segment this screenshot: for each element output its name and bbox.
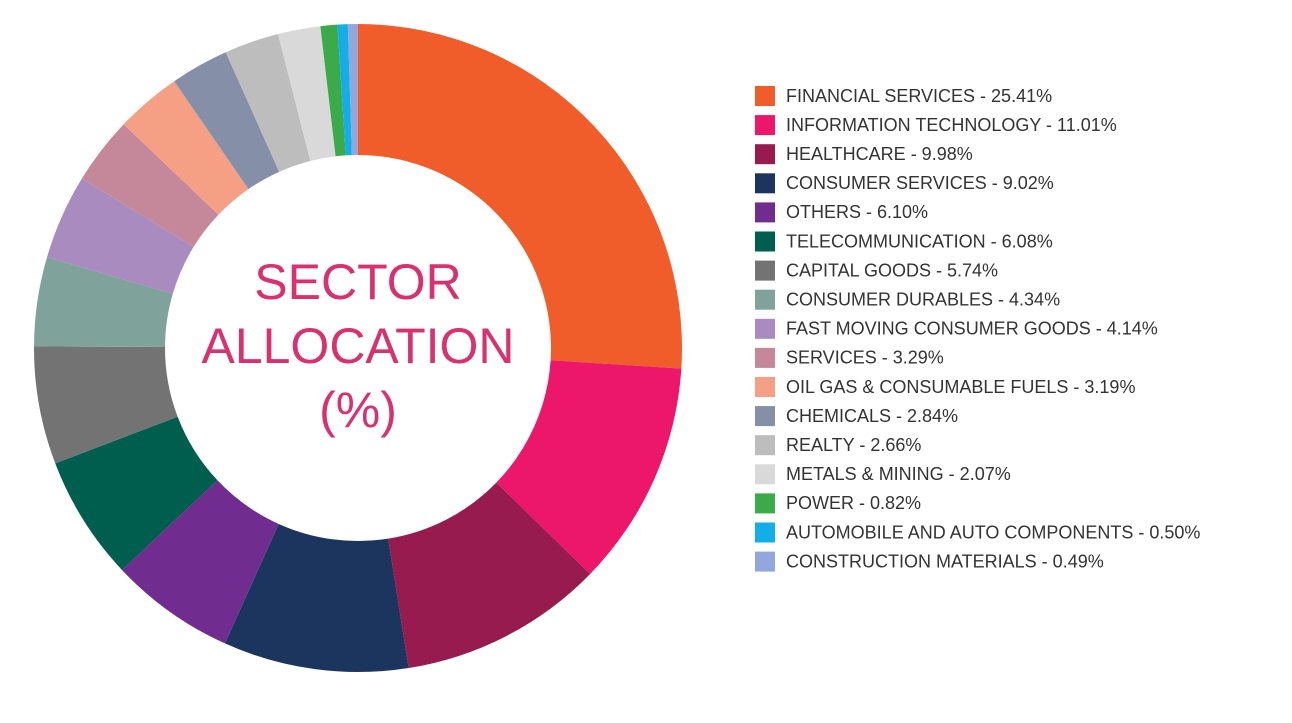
legend-label: HEALTHCARE - 9.98% (786, 144, 973, 164)
legend-label: CONSUMER SERVICES - 9.02% (786, 173, 1054, 193)
slice (81, 124, 219, 248)
slice (47, 178, 194, 294)
slice (225, 34, 311, 172)
legend-swatch (755, 260, 775, 281)
legend-label: OIL GAS & CONSUMABLE FUELS - 3.19% (786, 377, 1135, 397)
legend-label: AUTOMOBILE AND AUTO COMPONENTS - 0.50% (786, 522, 1200, 542)
legend-swatch (755, 406, 775, 427)
legend-label: CONSTRUCTION MATERIALS - 0.49% (786, 551, 1104, 571)
legend-swatch (755, 377, 775, 397)
legend-label: OTHERS - 6.10% (786, 202, 928, 222)
slice (224, 523, 409, 672)
slice (277, 26, 336, 161)
legend-label: TELECOMMUNICATION - 6.08% (786, 231, 1053, 251)
legend-label: SERVICES - 3.29% (786, 348, 944, 368)
slice (496, 360, 682, 574)
legend-swatch (755, 144, 775, 165)
legend-label: POWER - 0.82% (786, 493, 921, 513)
chart-title: SECTOR ALLOCATION (%) (201, 254, 515, 438)
slice (174, 52, 280, 190)
legend-label: CAPITAL GOODS - 5.74% (786, 260, 998, 280)
slice (358, 24, 682, 369)
legend-swatch (755, 173, 775, 194)
legend-swatch (755, 231, 775, 252)
slice (34, 346, 178, 464)
legend-swatch (755, 318, 775, 339)
legend-swatch (755, 551, 775, 572)
legend-swatch (755, 493, 775, 514)
slice (320, 24, 346, 157)
slice (388, 482, 591, 669)
legend: FINANCIAL SERVICES - 25.41% INFORMATION T… (755, 86, 1200, 572)
legend-swatch (755, 464, 775, 485)
slice (337, 24, 352, 156)
legend-label: CHEMICALS - 2.84% (786, 406, 958, 426)
legend-label: REALTY - 2.66% (786, 435, 921, 455)
legend-label: METALS & MINING - 2.07% (786, 464, 1011, 484)
legend-label: FAST MOVING CONSUMER GOODS - 4.14% (786, 319, 1158, 339)
legend-swatch (755, 347, 775, 368)
legend-label: INFORMATION TECHNOLOGY - 11.01% (786, 115, 1117, 135)
slice (55, 416, 218, 571)
legend-label: FINANCIAL SERVICES - 25.41% (786, 86, 1052, 106)
legend-swatch (755, 115, 775, 136)
legend-label: CONSUMER DURABLES - 4.34% (786, 289, 1060, 309)
slice (34, 257, 173, 348)
slice (347, 24, 358, 156)
legend-swatch (755, 202, 775, 223)
legend-swatch (755, 435, 775, 456)
legend-swatch (755, 522, 775, 543)
slice (123, 81, 249, 215)
legend-swatch (755, 86, 775, 106)
slice (122, 480, 279, 644)
legend-swatch (755, 289, 775, 310)
